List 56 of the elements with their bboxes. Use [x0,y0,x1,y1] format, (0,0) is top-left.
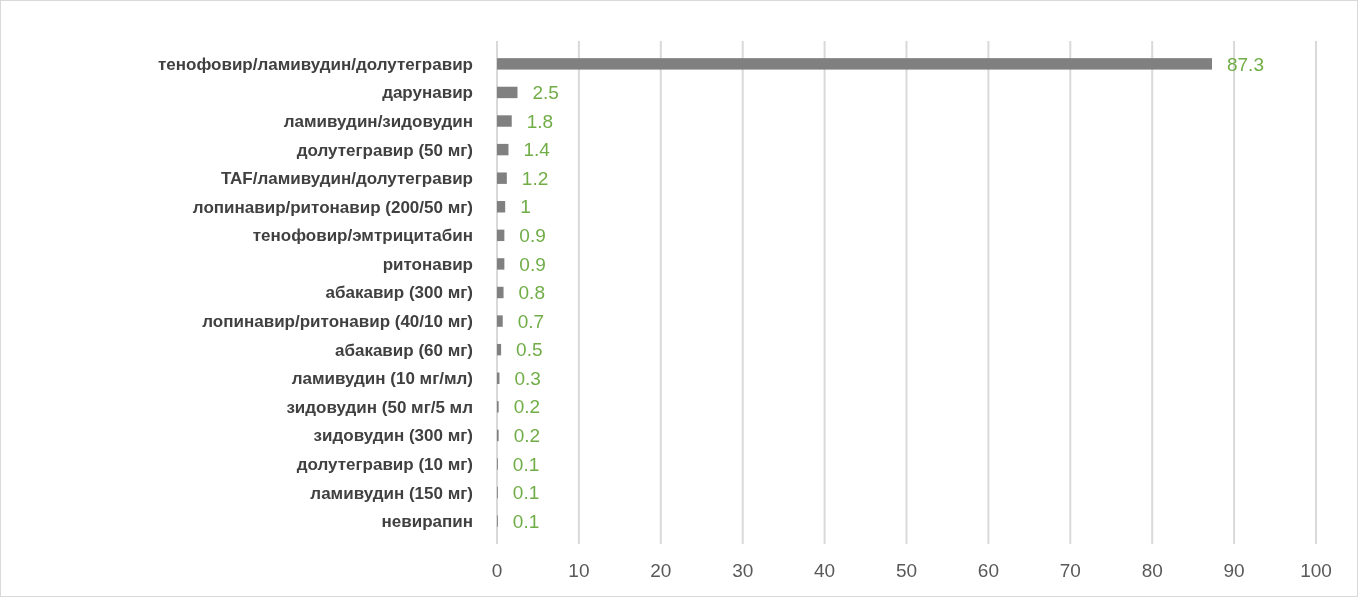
y-tick-label: тенофовир/эмтрицитабин [252,226,473,246]
x-tick-label: 30 [732,560,754,581]
y-tick-label: дарунавир [382,83,473,103]
x-tick-label: 0 [491,560,503,581]
x-tick-label: 10 [568,560,590,581]
bar [497,172,507,184]
y-tick-label: тенофовир/ламивудин/долутегравир [157,54,473,74]
data-label: 1.2 [521,167,549,189]
data-label: 0.2 [513,425,541,447]
bar [497,86,518,99]
y-tick-label: абакавир (300 мг) [325,283,473,303]
y-tick-label: невирапин [381,512,473,532]
data-label: 0.9 [519,253,546,275]
y-tick-label: долутегравир (50 мг) [296,140,473,160]
x-tick-label: 90 [1223,560,1245,581]
x-tick-label: 100 [1300,560,1332,581]
y-tick-label: зидовудин (300 мг) [313,426,473,446]
y-tick-label: ламивудин (150 мг) [310,483,473,503]
x-tick-label: 60 [977,560,999,581]
data-label: 0.1 [512,510,540,532]
y-tick-label: ламивудин/зидовудин [283,111,473,131]
bar [497,58,1212,70]
data-label: 0.8 [518,282,545,304]
data-label: 0.2 [513,396,541,418]
y-tick-label: лопинавир/ритонавир (40/10 мг) [202,312,473,332]
data-label: 0.9 [519,224,546,246]
data-label: 0.3 [514,367,541,389]
data-label: 0.1 [512,453,540,475]
bar [497,343,502,356]
data-label: 1.4 [523,139,551,161]
y-tick-label: абакавир (60 мг) [335,340,473,360]
bar [497,115,512,127]
data-label: 0.7 [517,310,545,332]
data-label: 1.8 [526,110,554,132]
x-tick-label: 80 [1141,560,1163,581]
data-label: 0.5 [516,339,543,361]
bar [497,229,505,242]
y-tick-label: долутегравир (10 мг) [296,454,473,474]
y-tick-label: зидовудин (50 мг/5 мл [286,397,473,417]
x-tick-label: 50 [895,560,918,581]
y-tick-label: ламивудин (10 мг/мл) [291,369,473,389]
data-label: 0.1 [512,482,540,504]
bar [497,143,509,156]
bar [497,258,505,270]
x-tick-label: 70 [1059,560,1081,581]
bar [497,315,503,327]
x-tick-label: 20 [650,560,672,581]
bar [497,201,506,213]
x-tick-label: 40 [814,560,836,581]
data-label: 2.5 [532,82,559,104]
bar [497,286,504,299]
data-label: 87.3 [1226,53,1264,75]
y-tick-label: лопинавир/ритонавир (200/50 мг) [192,197,473,217]
data-label: 1 [520,196,531,218]
y-tick-label: TAF/ламивудин/долутегравир [220,169,473,189]
y-tick-label: ритонавир [382,254,473,274]
